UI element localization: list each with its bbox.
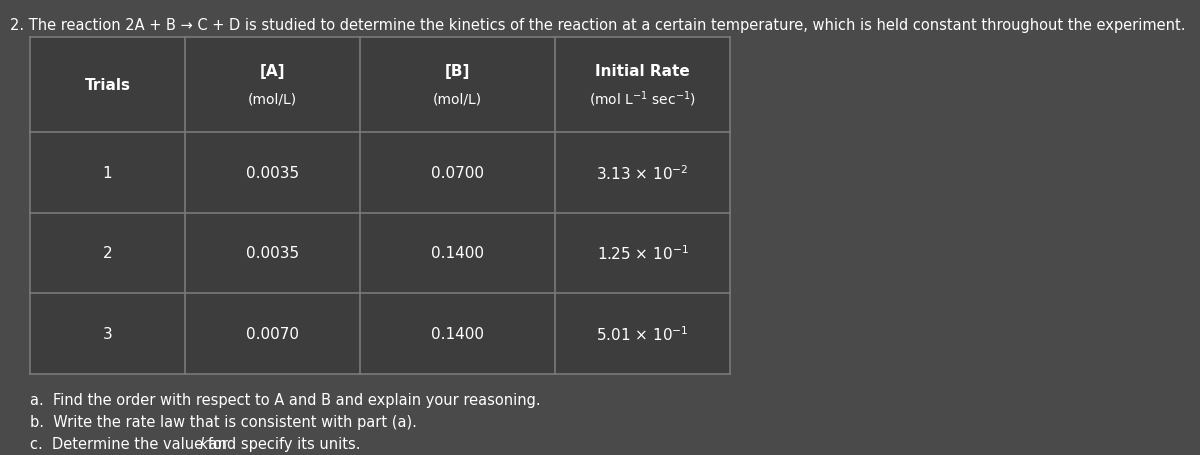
Text: 0.0035: 0.0035 bbox=[246, 246, 299, 261]
Text: 0.1400: 0.1400 bbox=[431, 246, 484, 261]
Text: 0.0035: 0.0035 bbox=[246, 166, 299, 181]
Text: 5.01 × 10$^{-1}$: 5.01 × 10$^{-1}$ bbox=[596, 324, 689, 343]
Text: 1.25 × 10$^{-1}$: 1.25 × 10$^{-1}$ bbox=[596, 244, 689, 263]
Text: a.  Find the order with respect to A and B and explain your reasoning.: a. Find the order with respect to A and … bbox=[30, 392, 541, 407]
Text: k: k bbox=[199, 436, 208, 451]
Bar bbox=[30, 38, 730, 374]
Text: [A]: [A] bbox=[259, 64, 286, 79]
Text: 2. The reaction 2A + B → C + D is studied to determine the kinetics of the react: 2. The reaction 2A + B → C + D is studie… bbox=[10, 18, 1186, 33]
Text: b.  Write the rate law that is consistent with part (a).: b. Write the rate law that is consistent… bbox=[30, 414, 416, 429]
Text: 2: 2 bbox=[103, 246, 113, 261]
Text: 0.1400: 0.1400 bbox=[431, 326, 484, 341]
Text: 3.13 × 10$^{-2}$: 3.13 × 10$^{-2}$ bbox=[596, 164, 689, 182]
Text: 0.0070: 0.0070 bbox=[246, 326, 299, 341]
Text: (mol L$^{-1}$ sec$^{-1}$): (mol L$^{-1}$ sec$^{-1}$) bbox=[589, 90, 696, 109]
Text: Trials: Trials bbox=[84, 78, 131, 93]
Text: 0.0700: 0.0700 bbox=[431, 166, 484, 181]
Text: [B]: [B] bbox=[445, 64, 470, 79]
Text: 3: 3 bbox=[103, 326, 113, 341]
Text: and specify its units.: and specify its units. bbox=[204, 436, 360, 451]
Text: c.  Determine the value for: c. Determine the value for bbox=[30, 436, 233, 451]
Text: (mol/L): (mol/L) bbox=[433, 92, 482, 106]
Text: (mol/L): (mol/L) bbox=[248, 92, 298, 106]
Text: 1: 1 bbox=[103, 166, 113, 181]
Text: Initial Rate: Initial Rate bbox=[595, 64, 690, 79]
